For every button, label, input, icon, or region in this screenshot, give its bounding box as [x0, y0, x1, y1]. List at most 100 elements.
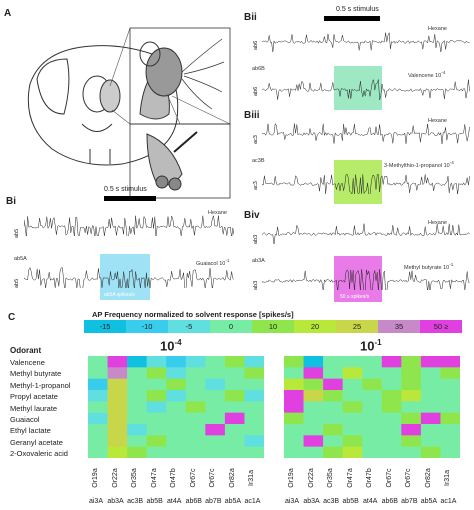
- left-heatmap: [88, 356, 264, 458]
- biv-neuron-label: ab3A: [252, 258, 265, 264]
- heatmap-cell: [224, 390, 245, 402]
- biv-top-label: Hexane: [428, 220, 447, 226]
- bi-top-sensillum: ab5: [14, 228, 20, 238]
- heatmap-cell: [88, 412, 108, 425]
- heatmap-cell: [244, 401, 264, 413]
- heatmap-cell: [224, 378, 245, 391]
- neuron-label: ab5B: [342, 498, 359, 505]
- heatmap-cell: [440, 412, 460, 425]
- receptor-label: Or35a: [131, 468, 139, 488]
- heatmap-cell: [381, 446, 402, 458]
- bii-hexane-trace: [262, 32, 470, 52]
- heatmap-cell: [401, 367, 422, 379]
- heatmap-cell: [440, 435, 460, 447]
- heatmap-cell: [342, 390, 363, 402]
- heatmap-cell: [205, 367, 226, 379]
- odorant-label: Propyl acetate: [10, 392, 58, 402]
- heatmap-cell: [440, 401, 460, 413]
- heatmap-cell: [303, 356, 324, 368]
- biii-hexane-trace: [262, 122, 470, 144]
- heatmap-cell: [401, 424, 422, 436]
- heatmap-cell: [440, 367, 460, 379]
- heatmap-cell: [303, 424, 324, 436]
- heatmap-cell: [127, 446, 147, 458]
- receptor-label: Or22a: [111, 468, 119, 488]
- heatmap-cell: [303, 435, 324, 447]
- bii-odor-trace: [262, 79, 470, 100]
- heatmap-cell: [401, 412, 422, 425]
- heatmap-cell: [401, 446, 422, 458]
- heatmap-cell: [146, 356, 167, 368]
- bi-neuron-label: ab5A: [14, 256, 27, 262]
- heatmap-cell: [166, 356, 187, 368]
- heatmap-cell: [381, 435, 402, 447]
- heatmap-cell: [401, 378, 422, 391]
- heatmap-cell: [107, 412, 128, 425]
- heatmap-cell: [205, 446, 226, 458]
- heatmap-cell: [284, 446, 304, 458]
- neuron-label: ai3A: [88, 498, 103, 505]
- heatmap-cell: [362, 424, 383, 436]
- heatmap-cell: [362, 390, 383, 402]
- heatmap-cell: [88, 446, 108, 458]
- heatmap-cell: [323, 390, 343, 402]
- heatmap-cell: [185, 412, 206, 425]
- legend-cell: 25: [336, 320, 378, 333]
- receptor-label: Or67c: [209, 468, 217, 488]
- heatmap-cell: [107, 401, 128, 413]
- heatmap-cell: [303, 446, 324, 458]
- neuron-label: ab3A: [303, 498, 320, 505]
- heatmap-cell: [401, 390, 422, 402]
- heatmap-cell: [284, 378, 304, 391]
- heatmap-cell: [185, 424, 206, 436]
- heatmap-cell: [342, 424, 363, 436]
- biv-odor-label: Methyl butyrate 10-1: [404, 262, 454, 271]
- heatmap-cell: [420, 356, 441, 368]
- bi-odor-trace: [24, 266, 234, 288]
- heatmap-cell: [146, 390, 167, 402]
- heatmap-cell: [440, 424, 460, 436]
- odorant-label: Geranyl acetate: [10, 437, 63, 447]
- heatmap-cell: [166, 424, 187, 436]
- heatmap-cell: [244, 356, 264, 368]
- heatmap-cell: [323, 356, 343, 368]
- heatmap-cell: [401, 401, 422, 413]
- heatmap-cell: [146, 401, 167, 413]
- heatmap-cell: [342, 446, 363, 458]
- heatmap-cell: [420, 378, 441, 391]
- heatmap-cell: [284, 401, 304, 413]
- odorant-label: 2-Oxovaleric acid: [10, 449, 68, 459]
- right-heatmap-title: 10-1: [360, 338, 382, 354]
- heatmap-cell: [166, 435, 187, 447]
- heatmap-cell: [185, 446, 206, 458]
- heatmap-cell: [323, 446, 343, 458]
- biii-bottom-sensillum: ac3: [253, 181, 259, 190]
- heatmap-cell: [440, 356, 460, 368]
- biii-odor-trace: [262, 174, 470, 194]
- heatmap-cell: [401, 356, 422, 368]
- legend-cell: 10: [252, 320, 294, 333]
- odorant-label: Valencene: [10, 358, 45, 367]
- heatmap-cell: [420, 412, 441, 425]
- heatmap-cell: [107, 356, 128, 368]
- receptor-label: Or67c: [385, 468, 393, 488]
- heatmap-cell: [146, 367, 167, 379]
- neuron-label: ab5B: [146, 498, 163, 505]
- receptor-label: Ir31a: [444, 470, 452, 486]
- heatmap-cell: [381, 412, 402, 425]
- heatmap-cell: [420, 424, 441, 436]
- heatmap-cell: [420, 446, 441, 458]
- heatmap-cell: [166, 446, 187, 458]
- biii-neuron-label: ac3B: [252, 158, 265, 164]
- receptor-label: Or67c: [189, 468, 197, 488]
- heatmap-cell: [88, 435, 108, 447]
- heatmap-cell: [205, 412, 226, 425]
- heatmap-cell: [420, 390, 441, 402]
- heatmap-cell: [244, 412, 264, 425]
- heatmap-cell: [362, 412, 383, 425]
- heatmap-cell: [205, 401, 226, 413]
- receptor-label: Or35a: [327, 468, 335, 488]
- heatmap-cell: [440, 446, 460, 458]
- heatmap-cell: [224, 356, 245, 368]
- receptor-label: Or47b: [366, 468, 374, 488]
